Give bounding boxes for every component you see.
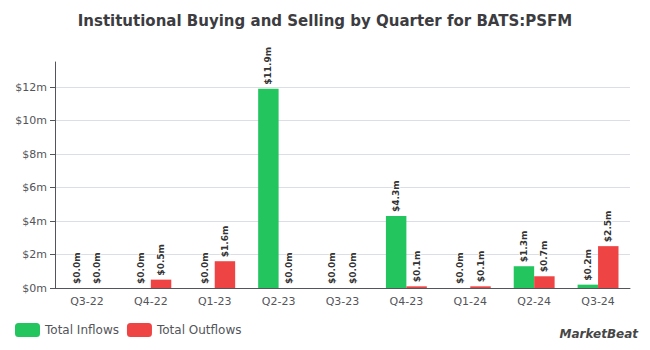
svg-text:Q2-23: Q2-23 [262,295,296,308]
svg-text:$0.2m: $0.2m [583,249,593,281]
svg-text:Q4-23: Q4-23 [390,295,424,308]
svg-text:$12m: $12m [15,81,47,94]
svg-text:Total Inflows: Total Inflows [44,323,119,337]
svg-text:Q1-24: Q1-24 [453,295,487,308]
svg-text:$0.0m: $0.0m [327,252,337,284]
svg-text:$0.1m: $0.1m [412,251,422,283]
svg-text:$0.0m: $0.0m [72,252,82,284]
svg-text:Q3-24: Q3-24 [581,295,615,308]
svg-text:$11.9m: $11.9m [263,47,273,85]
svg-text:$0.1m: $0.1m [476,251,486,283]
svg-text:Q2-24: Q2-24 [517,295,551,308]
svg-text:$10m: $10m [15,114,47,127]
svg-text:Q3-23: Q3-23 [326,295,360,308]
svg-text:$0.0m: $0.0m [284,252,294,284]
svg-text:$0.0m: $0.0m [455,252,465,284]
svg-text:$0.5m: $0.5m [156,244,166,276]
svg-text:$1.3m: $1.3m [519,231,529,263]
svg-text:$0.7m: $0.7m [539,241,549,273]
svg-text:Institutional Buying and Selli: Institutional Buying and Selling by Quar… [78,12,573,30]
svg-text:MarketBeat: MarketBeat [559,327,639,341]
svg-text:$6m: $6m [22,181,47,194]
svg-text:$0.0m: $0.0m [348,252,358,284]
svg-text:Q4-22: Q4-22 [134,295,168,308]
svg-text:$0m: $0m [22,282,47,295]
svg-text:Total Outflows: Total Outflows [156,323,242,337]
svg-text:$4.3m: $4.3m [391,180,401,212]
svg-text:Q1-23: Q1-23 [198,295,232,308]
svg-text:$4m: $4m [22,215,47,228]
svg-text:$2.5m: $2.5m [603,211,613,243]
svg-text:$1.6m: $1.6m [220,226,230,258]
svg-text:Q3-22: Q3-22 [70,295,104,308]
svg-text:$0.0m: $0.0m [136,252,146,284]
svg-text:$0.0m: $0.0m [200,252,210,284]
svg-text:$0.0m: $0.0m [92,252,102,284]
svg-text:$2m: $2m [22,248,47,261]
svg-text:$8m: $8m [22,148,47,161]
